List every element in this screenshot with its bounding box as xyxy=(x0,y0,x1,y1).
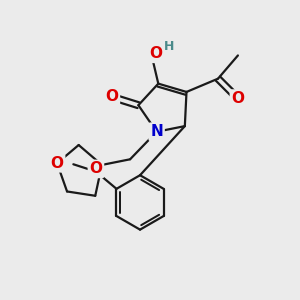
Text: O: O xyxy=(149,46,162,61)
Text: H: H xyxy=(164,40,174,52)
Text: N: N xyxy=(150,124,163,139)
Text: O: O xyxy=(105,89,118,104)
Text: O: O xyxy=(51,156,64,171)
Text: O: O xyxy=(231,91,244,106)
Text: O: O xyxy=(89,161,102,176)
